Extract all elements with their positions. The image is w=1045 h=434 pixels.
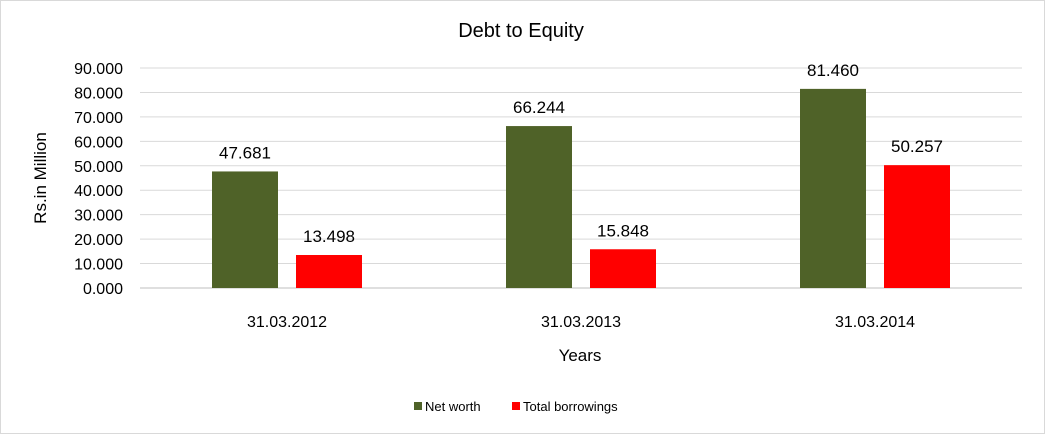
y-tick-label: 50.000 — [74, 159, 123, 176]
legend-label-total-borrowings: Total borrowings — [523, 399, 618, 414]
x-tick-label: 31.03.2013 — [541, 314, 621, 331]
data-label: 81.460 — [807, 61, 859, 80]
x-tick-label: 31.03.2014 — [835, 314, 915, 331]
data-label: 15.848 — [597, 221, 649, 240]
legend: Net worth Total borrowings — [414, 399, 618, 414]
bar-total-borrowings — [884, 165, 950, 288]
data-label: 50.257 — [891, 137, 943, 156]
y-tick-label: 80.000 — [74, 85, 123, 102]
y-tick-label: 10.000 — [74, 257, 123, 274]
y-tick-label: 70.000 — [74, 110, 123, 127]
y-tick-label: 60.000 — [74, 134, 123, 151]
bars — [212, 88, 950, 289]
legend-label-net-worth: Net worth — [425, 399, 481, 414]
chart-title: Debt to Equity — [458, 20, 584, 42]
data-label: 13.498 — [303, 227, 355, 246]
y-axis-title: Rs.in Million — [31, 132, 50, 224]
data-labels: 47.681 13.498 66.244 15.848 81.460 50.257 — [219, 61, 943, 246]
bar-net-worth — [800, 88, 866, 289]
y-tick-label: 40.000 — [74, 183, 123, 200]
x-axis-ticks: 31.03.2012 31.03.2013 31.03.2014 — [247, 314, 915, 331]
x-tick-label: 31.03.2012 — [247, 314, 327, 331]
legend-swatch-total-borrowings — [512, 402, 520, 410]
bar-net-worth — [506, 126, 572, 288]
legend-swatch-net-worth — [414, 402, 422, 410]
bar-total-borrowings — [296, 255, 362, 288]
y-tick-label: 90.000 — [74, 61, 123, 78]
data-label: 66.244 — [513, 98, 565, 117]
gridlines — [140, 67, 1022, 289]
y-axis-ticks: 0.000 10.000 20.000 30.000 40.000 50.000 60.00… — [74, 61, 123, 298]
bar-net-worth — [212, 171, 278, 288]
bar-total-borrowings — [590, 249, 656, 288]
y-tick-label: 20.000 — [74, 232, 123, 249]
x-axis-title: Years — [559, 346, 602, 365]
data-label: 47.681 — [219, 143, 271, 162]
y-tick-label: 30.000 — [74, 208, 123, 225]
y-tick-label: 0.000 — [83, 281, 123, 298]
